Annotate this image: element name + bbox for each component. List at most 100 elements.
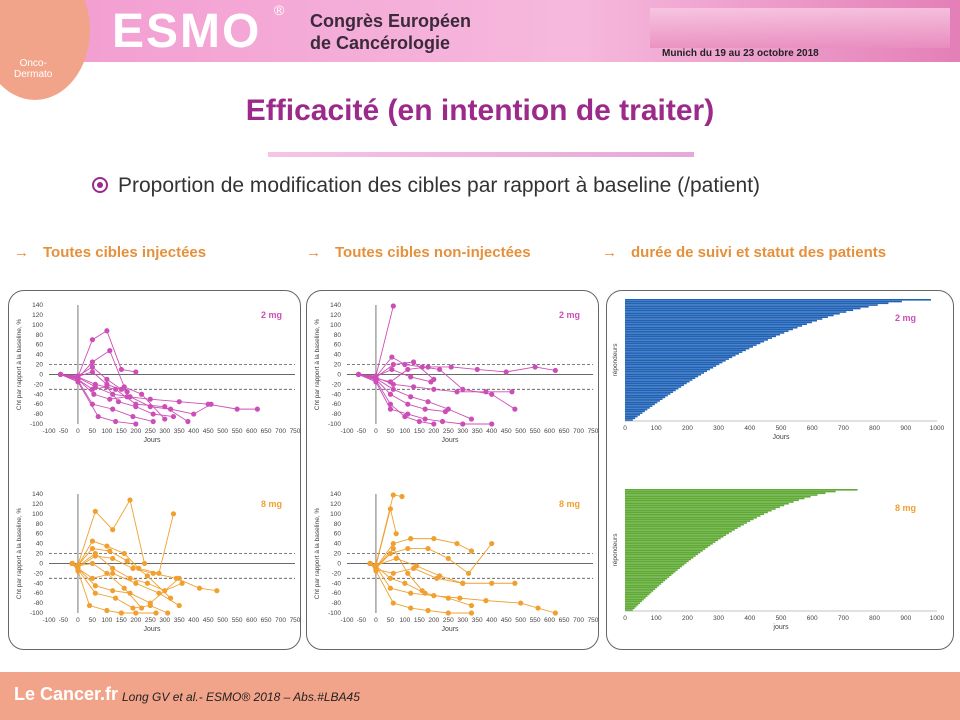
dose-label: 2 mg [261, 310, 282, 320]
data-point [431, 376, 437, 382]
y-tick-label: -100 [328, 610, 341, 617]
data-point [389, 354, 395, 360]
registered-mark: ® [274, 2, 285, 18]
y-tick-label: 40 [334, 352, 342, 359]
data-point [445, 595, 451, 601]
patient-bar [625, 511, 768, 514]
x-tick-label: 450 [501, 428, 512, 435]
x-tick-label: 0 [374, 617, 378, 624]
y-tick-label: 80 [36, 332, 44, 339]
data-point [373, 564, 379, 570]
data-point [75, 563, 81, 569]
y-tick-label: 120 [32, 501, 43, 508]
series-line [72, 498, 145, 566]
x-tick-label: 150 [116, 428, 127, 435]
patient-bar [625, 368, 711, 371]
data-point [390, 545, 396, 552]
x-tick-label: 750 [290, 428, 300, 435]
onco-dermato-badge [0, 0, 90, 100]
patient-bar [625, 565, 683, 568]
data-point [399, 493, 405, 500]
patient-bar [625, 602, 641, 604]
data-point [107, 548, 113, 554]
y-tick-label: 80 [36, 521, 44, 528]
data-point [416, 418, 422, 425]
data-point [387, 391, 394, 397]
data-point [162, 416, 168, 422]
data-point [170, 511, 177, 517]
data-point [532, 364, 538, 370]
patient-bar [625, 520, 751, 522]
data-point [124, 558, 130, 564]
patient-bar [625, 323, 807, 326]
y-tick-label: 0 [337, 560, 341, 567]
data-point [431, 421, 437, 427]
data-point [89, 359, 96, 365]
y-tick-label: 0 [39, 560, 43, 567]
data-point [110, 565, 116, 571]
column-label: durée de suivi et statut des patients [631, 244, 887, 261]
data-point [89, 364, 96, 370]
patient-bar [625, 499, 799, 502]
series-line [369, 563, 472, 614]
data-point [535, 605, 541, 611]
data-point [92, 550, 98, 557]
patient-bar [625, 548, 706, 550]
column-heading-injected: → Toutes cibles injectées [14, 244, 206, 261]
data-point [509, 389, 515, 395]
x-tick-label: 600 [807, 615, 818, 622]
patient-bar [625, 543, 713, 545]
patient-bar [625, 553, 699, 556]
data-point [104, 328, 110, 334]
patient-bar [625, 360, 726, 362]
patient-bar [625, 405, 653, 407]
x-tick-label: 600 [246, 428, 257, 435]
patient-bar [625, 344, 757, 346]
x-tick-label: 650 [261, 428, 272, 435]
data-point [445, 406, 451, 412]
data-point [390, 381, 396, 387]
data-point [104, 607, 110, 614]
patient-bar [625, 414, 641, 416]
patient-bar [625, 408, 648, 411]
y-tick-label: -40 [332, 580, 342, 587]
data-point [489, 540, 495, 547]
series-line [358, 374, 492, 425]
header-banner: Onco- Dermato ESMO ® Congrès Européen de… [0, 0, 960, 100]
y-tick-label: 20 [36, 362, 44, 369]
patient-bar [625, 518, 754, 521]
patient-bar [625, 353, 739, 355]
x-tick-label: 100 [651, 425, 662, 432]
patient-bar [625, 523, 744, 526]
patient-bar [625, 501, 794, 503]
patient-bar [625, 372, 705, 374]
data-point [405, 366, 411, 373]
x-tick-label: 450 [203, 428, 214, 435]
data-point [489, 421, 495, 427]
data-point [150, 418, 156, 425]
x-tick-label: 300 [457, 428, 468, 435]
x-tick-label: 500 [776, 425, 787, 432]
y-tick-label: 60 [334, 531, 342, 538]
x-axis-label: Jours [772, 434, 790, 441]
data-point [196, 585, 203, 591]
x-tick-label: 300 [159, 428, 170, 435]
x-tick-label: 0 [76, 617, 80, 624]
data-point [118, 610, 124, 616]
patient-bar [625, 509, 772, 512]
y-tick-label: -100 [328, 421, 341, 428]
x-tick-label: 300 [457, 617, 468, 624]
y-tick-label: -20 [34, 570, 44, 577]
data-point [127, 590, 133, 596]
badge-line2: Dermato [14, 69, 53, 80]
column-label: Toutes cibles non-injectées [335, 244, 531, 261]
x-tick-label: 700 [275, 428, 286, 435]
data-point [390, 600, 396, 606]
y-tick-label: -80 [34, 600, 44, 607]
data-point [110, 527, 116, 533]
data-point [167, 595, 174, 601]
patient-bar [625, 346, 753, 348]
series-line [60, 373, 258, 410]
x-tick-label: 700 [573, 617, 584, 624]
data-point [468, 610, 475, 616]
